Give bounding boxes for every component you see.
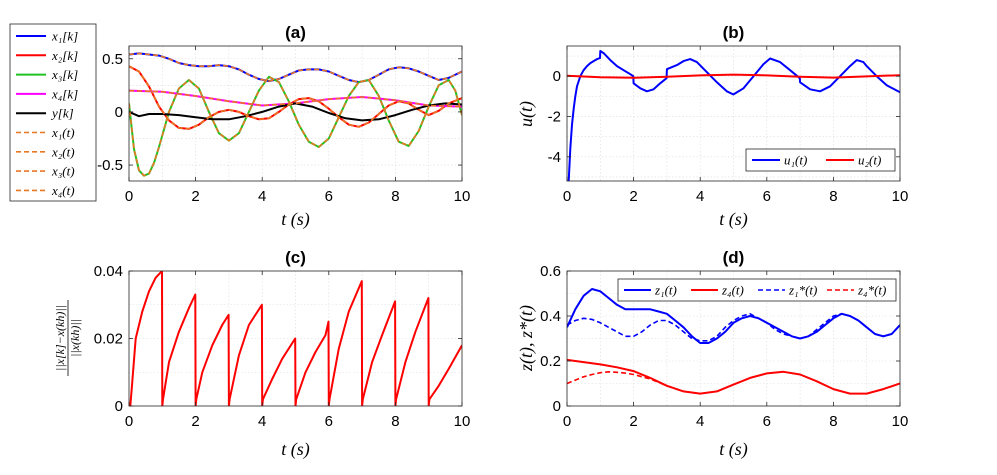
x-tick-label: 8 [391,413,399,430]
panel-c-ylabel-numerator: ||x[k]−x(kh)|| [53,305,67,371]
legend-label: u₂(t) [858,153,881,168]
panel-d: 0 2 4 6 8 10 0 0.2 0.4 0.6 [540,263,908,430]
x-tick-label: 2 [191,188,199,205]
legend-label: x₂[k] [51,48,78,63]
legend-label: x₁[k] [51,29,78,44]
y-tick-label: 0.2 [540,353,561,370]
x-tick-label: 0 [563,188,571,205]
y-tick-label: -4 [548,149,561,166]
panel-b-title: (b) [723,23,745,42]
y-tick-label: -2 [548,109,561,126]
y-tick-label: 0 [115,398,123,415]
series-line-u2-t- [567,73,900,79]
legend-label: u₁(t) [784,153,807,168]
panel-c-title: (c) [285,248,306,267]
x-tick-label: 4 [258,413,266,430]
panel-d-title: (d) [723,248,745,267]
y-tick-label: -0.5 [97,157,123,174]
x-tick-label: 4 [696,413,704,430]
x-tick-label: 8 [829,188,837,205]
y-tick-label: 0 [553,398,561,415]
legend-label: z₄*(t) [857,283,886,298]
legend-label: x₃[k] [51,67,78,82]
panel-c-xlabel: t (s) [281,439,310,460]
x-tick-label: 6 [325,188,333,205]
panel-d-ylabel: z(t), z*(t) [516,305,537,372]
panel-c: 0 2 4 6 8 10 0 0.02 0.04 [94,263,471,430]
legend-b: u₁(t) u₂(t) [745,148,896,172]
panel-c-ylabel: ||x[k]−x(kh)|| ||x(kh)|| [53,300,82,376]
series-line-z1-t- [567,312,900,342]
x-tick-label: 4 [696,188,704,205]
series-line-x1-t- [129,52,462,83]
x-tick-label: 6 [763,413,771,430]
x-tick-label: 6 [763,188,771,205]
x-tick-label: 10 [454,413,471,430]
y-tick-label: 0.4 [540,308,561,325]
legend-label: x₄(t) [51,183,75,198]
x-tick-label: 8 [391,188,399,205]
series-line-x3-t- [129,76,462,177]
x-tick-label: 4 [258,188,266,205]
legend-label: x₂(t) [51,144,75,159]
series-line-z4-t- [567,358,900,395]
x-tick-label: 0 [125,413,133,430]
y-tick-label: 0 [553,68,561,85]
legend-label: y[k] [50,106,74,121]
legend-d: z₁(t) z₄(t) z₁*(t) z₄*(t) [617,278,897,302]
y-tick-label: 0.04 [94,263,123,280]
x-tick-label: 10 [454,188,471,205]
y-tick-label: 0.6 [540,263,561,280]
panel-a-xlabel: t (s) [281,209,310,230]
x-tick-label: 6 [325,413,333,430]
legend-label: x₄[k] [51,86,78,101]
x-tick-label: 2 [629,413,637,430]
x-tick-label: 2 [191,413,199,430]
x-tick-label: 2 [629,188,637,205]
x-tick-label: 10 [892,413,909,430]
x-tick-label: 10 [892,188,909,205]
legend-label: x₃(t) [51,164,75,179]
legend-label: x₁(t) [51,125,75,140]
x-tick-label: 0 [125,188,133,205]
series-line-z4-t- [567,370,701,395]
legend-label: z₁*(t) [788,283,817,298]
series-line-z1-t- [567,288,900,344]
series-line-u1-t- [567,50,900,181]
y-tick-label: 0.02 [94,331,123,348]
panel-d-xlabel: t (s) [719,439,748,460]
series-line-relative-error [129,271,462,406]
panel-a-title: (a) [285,23,306,42]
legend-label: z₁(t) [654,283,677,298]
panel-a: 0 2 4 6 8 10-0.500.5 [97,45,471,205]
x-tick-label: 0 [563,413,571,430]
y-tick-label: 0.5 [102,51,123,68]
panel-b: 0 2 4 6 8 10 -4 -2 0 [548,45,909,205]
panel-b-ylabel: u(t) [516,101,537,127]
panel-c-ylabel-denominator: ||x(kh)|| [68,319,82,357]
legend-a: x₁[k] x₂[k] x₃[k] x₄[k] y[k] x₁(t) x₂(t) x₃(t) x… [9,23,97,202]
x-tick-label: 8 [829,413,837,430]
legend-label: z₄(t) [721,283,744,298]
y-tick-label: 0 [115,104,123,121]
panel-b-xlabel: t (s) [719,209,748,230]
